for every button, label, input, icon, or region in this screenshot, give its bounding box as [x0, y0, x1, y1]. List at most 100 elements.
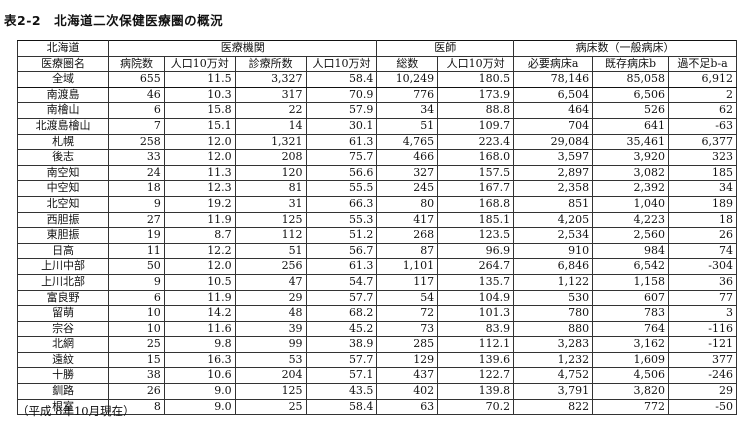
value-cell: 6 [108, 102, 165, 119]
value-cell: 78,146 [513, 71, 594, 88]
value-cell: 55.5 [305, 180, 378, 197]
value-cell: 50 [108, 258, 165, 275]
value-cell: 168.0 [437, 149, 515, 166]
value-cell: 1,122 [513, 273, 594, 291]
value-cell: 18 [108, 180, 165, 197]
region-name-cell: 全域 [16, 71, 110, 88]
region-name-cell: 南檜山 [16, 102, 110, 119]
table-row: 根室 8 9.0 25 58.4 63 70.2 822 772 -50 [16, 398, 737, 416]
value-cell: 38.9 [305, 336, 378, 353]
value-cell: 19 [108, 227, 165, 244]
value-cell: 168.8 [437, 195, 515, 213]
value-cell: 256 [234, 258, 307, 275]
value-cell: 3,597 [513, 149, 594, 166]
value-cell: 53 [234, 351, 307, 369]
value-cell: 851 [513, 195, 594, 213]
value-cell: 466 [376, 149, 439, 166]
value-cell: 36 [668, 273, 737, 291]
value-cell: 125 [234, 383, 307, 400]
value-cell: 285 [376, 336, 439, 353]
value-cell: 16.3 [163, 351, 236, 369]
value-cell: 15.8 [163, 102, 236, 119]
table-row: 日高 11 12.2 51 56.7 87 96.9 910 984 74 [16, 242, 737, 260]
table-row: 遠紋 15 16.3 53 57.7 129 139.6 1,232 1,609 377 [16, 351, 737, 369]
value-cell: 81 [234, 180, 307, 197]
table-header: 北海道 医療機関 医師 病床数（一般病床） 医療圏名 病院数 人口10万対 診療… [16, 40, 737, 73]
value-cell: 3,162 [592, 336, 670, 353]
region-name-cell: 南渡島 [16, 86, 110, 104]
value-cell: 112 [234, 227, 307, 244]
value-cell: 14.2 [163, 305, 236, 322]
value-cell: 29,084 [513, 133, 594, 151]
value-cell: 772 [592, 398, 670, 416]
header-group-doctor: 医師 [376, 40, 515, 57]
value-cell: 15 [108, 351, 165, 369]
value-cell: 4,205 [513, 211, 594, 229]
value-cell: 2 [668, 86, 737, 104]
value-cell: 29 [234, 289, 307, 307]
value-cell: 12.0 [163, 133, 236, 151]
value-cell: -50 [668, 398, 737, 416]
value-cell: 4,223 [592, 211, 670, 229]
value-cell: 3,327 [234, 71, 307, 88]
value-cell: 3,820 [592, 383, 670, 400]
value-cell: 10 [108, 305, 165, 322]
value-cell: 167.7 [437, 180, 515, 197]
value-cell: 6,377 [668, 133, 737, 151]
value-cell: 1,609 [592, 351, 670, 369]
value-cell: 9.8 [163, 336, 236, 353]
value-cell: 125 [234, 211, 307, 229]
table-row: 宗谷 10 11.6 39 45.2 73 83.9 880 764 -116 [16, 320, 737, 338]
value-cell: 910 [513, 242, 594, 260]
table-body: 全域 655 11.5 3,327 58.4 10,249 180.5 78,146 85,05… [16, 71, 737, 416]
value-cell: 9.0 [163, 398, 236, 416]
value-cell: 19.2 [163, 195, 236, 213]
value-cell: 34 [668, 180, 737, 197]
value-cell: 15.1 [163, 117, 236, 135]
value-cell: 33 [108, 149, 165, 166]
value-cell: 43.5 [305, 383, 378, 400]
value-cell: 526 [592, 102, 670, 119]
value-cell: 6 [108, 289, 165, 307]
table-title: 表2-2 北海道二次保健医療圏の概況 [4, 13, 224, 28]
value-cell: 7 [108, 117, 165, 135]
overview-table: 北海道 医療機関 医師 病床数（一般病床） 医療圏名 病院数 人口10万対 診療… [16, 40, 737, 416]
region-name-cell: 上川北部 [16, 273, 110, 291]
value-cell: 3,082 [592, 164, 670, 182]
value-cell: -116 [668, 320, 737, 338]
value-cell: 24 [108, 164, 165, 182]
value-cell: 25 [234, 398, 307, 416]
value-cell: 189 [668, 195, 737, 213]
value-cell: 880 [513, 320, 594, 338]
value-cell: 74 [668, 242, 737, 260]
value-cell: 129 [376, 351, 439, 369]
table-row: 北空知 9 19.2 31 66.3 80 168.8 851 1,040 189 [16, 195, 737, 213]
value-cell: 62 [668, 102, 737, 119]
region-name-cell: 釧路 [16, 383, 110, 400]
value-cell: 323 [668, 149, 737, 166]
region-name-cell: 西胆振 [16, 211, 110, 229]
value-cell: 88.8 [437, 102, 515, 119]
table-row: 南檜山 6 15.8 22 57.9 34 88.8 464 526 62 [16, 102, 737, 119]
value-cell: 173.9 [437, 86, 515, 104]
value-cell: 180.5 [437, 71, 515, 88]
value-cell: 55.3 [305, 211, 378, 229]
value-cell: 208 [234, 149, 307, 166]
value-cell: 223.4 [437, 133, 515, 151]
value-cell: 8.7 [163, 227, 236, 244]
value-cell: 27 [108, 211, 165, 229]
header-col: 人口10万対 [163, 55, 236, 73]
value-cell: 45.2 [305, 320, 378, 338]
table-row: 釧路 26 9.0 125 43.5 402 139.8 3,791 3,820 29 [16, 383, 737, 400]
value-cell: 780 [513, 305, 594, 322]
footnote: （平成 8年10月現在） [17, 404, 135, 418]
region-name-cell: 北渡島檜山 [16, 117, 110, 135]
value-cell: 10.3 [163, 86, 236, 104]
value-cell: 264.7 [437, 258, 515, 275]
value-cell: 1,232 [513, 351, 594, 369]
value-cell: 437 [376, 367, 439, 385]
value-cell: 31 [234, 195, 307, 213]
value-cell: 123.5 [437, 227, 515, 244]
value-cell: 63 [376, 398, 439, 416]
value-cell: 135.7 [437, 273, 515, 291]
